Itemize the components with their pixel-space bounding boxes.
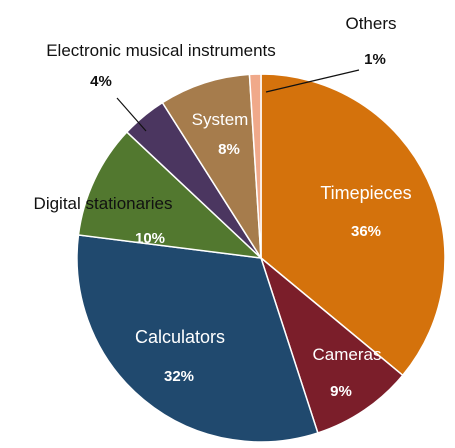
leader-line-electronic-musical-instruments	[116, 97, 147, 132]
leader-lines	[116, 69, 360, 132]
slice-label-system: System	[192, 110, 249, 129]
slice-others	[248, 73, 262, 259]
slice-digital-stationaries	[77, 130, 264, 260]
pie-slices	[76, 73, 446, 443]
slice-label-calculators: Calculators	[135, 327, 225, 347]
slice-label-others: Others	[345, 14, 396, 33]
slice-label-digital-stationaries: Digital stationaries	[34, 194, 173, 213]
slice-timepieces	[260, 73, 446, 377]
slice-label-cameras: Cameras	[313, 345, 382, 364]
slice-label-timepieces: Timepieces	[320, 183, 411, 203]
slice-value-calculators: 32%	[164, 368, 194, 385]
slice-calculators	[76, 234, 319, 443]
slice-value-system: 8%	[218, 141, 240, 158]
slice-value-others: 1%	[364, 51, 386, 68]
slice-system	[161, 73, 262, 259]
slice-value-timepieces: 36%	[351, 223, 381, 240]
slice-value-digital-stationaries: 10%	[135, 230, 165, 247]
slice-labels: Timepieces 36% Cameras 9% Calculators 32% Digi…	[34, 14, 412, 400]
slice-value-electronic-musical-instruments: 4%	[90, 73, 112, 90]
slice-value-cameras: 9%	[330, 383, 352, 400]
leader-line-others	[265, 69, 360, 93]
slice-label-electronic-musical-instruments: Electronic musical instruments	[46, 41, 276, 60]
slice-cameras	[259, 255, 404, 434]
